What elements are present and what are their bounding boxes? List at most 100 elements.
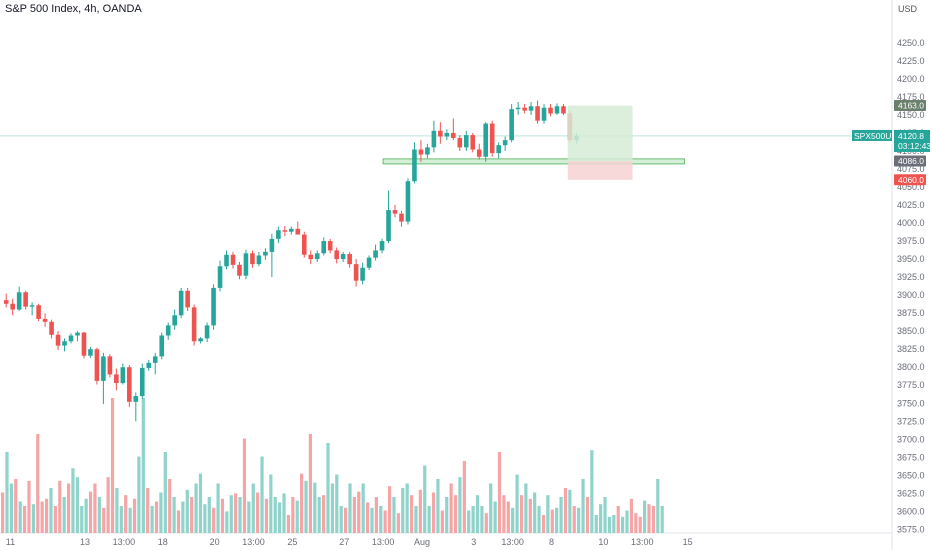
candle-body[interactable]: [133, 396, 139, 402]
volume-bar: [449, 483, 453, 533]
candle-body[interactable]: [360, 267, 365, 281]
volume-bar: [577, 507, 581, 533]
candle-body[interactable]: [334, 250, 339, 260]
volume-bar: [269, 474, 273, 533]
candle-body[interactable]: [321, 241, 327, 254]
candle-body[interactable]: [204, 325, 210, 339]
candle-body[interactable]: [379, 241, 385, 251]
candle-body[interactable]: [314, 253, 320, 260]
candle-body[interactable]: [483, 123, 489, 157]
candle-body[interactable]: [463, 135, 469, 148]
candle-body[interactable]: [353, 264, 359, 281]
candle-body[interactable]: [217, 266, 223, 288]
candle-body[interactable]: [276, 230, 281, 239]
volume-bar: [286, 515, 291, 533]
candle-body[interactable]: [308, 254, 314, 260]
candle-body[interactable]: [502, 140, 508, 146]
candle-body[interactable]: [489, 123, 495, 154]
candle-body[interactable]: [561, 106, 566, 114]
candle-body[interactable]: [16, 292, 22, 310]
candle-body[interactable]: [425, 147, 430, 155]
candle-body[interactable]: [23, 292, 28, 307]
candle-body[interactable]: [250, 253, 255, 265]
candle-body[interactable]: [107, 356, 113, 375]
candle-body[interactable]: [10, 303, 15, 310]
candle-body[interactable]: [509, 109, 514, 141]
volume-bar: [383, 510, 387, 533]
candle-body[interactable]: [62, 341, 67, 346]
candle-body[interactable]: [399, 213, 404, 222]
candle-body[interactable]: [191, 307, 197, 342]
candle-body[interactable]: [496, 145, 501, 154]
candle-body[interactable]: [263, 251, 268, 256]
candle-body[interactable]: [172, 315, 177, 326]
candle-body[interactable]: [178, 290, 184, 316]
candle-body[interactable]: [152, 356, 158, 363]
candle-body[interactable]: [554, 106, 560, 114]
candle-body[interactable]: [114, 374, 119, 384]
candle-body[interactable]: [386, 210, 391, 242]
candle-body[interactable]: [224, 254, 229, 267]
volume-bar: [260, 456, 264, 533]
candle-body[interactable]: [535, 106, 540, 121]
candle-body[interactable]: [418, 149, 424, 155]
candle-body[interactable]: [431, 130, 437, 148]
volume-bar: [590, 450, 594, 533]
candle-body[interactable]: [327, 241, 333, 251]
candle-body[interactable]: [29, 305, 35, 307]
candle-body[interactable]: [55, 334, 61, 346]
candle-body[interactable]: [444, 132, 450, 137]
candle-body[interactable]: [301, 234, 307, 255]
candle-body[interactable]: [68, 335, 74, 342]
volume-bar: [97, 497, 101, 533]
candle-body[interactable]: [295, 228, 301, 235]
candle-body[interactable]: [101, 356, 106, 381]
candle-body[interactable]: [159, 335, 165, 357]
candle-body[interactable]: [75, 332, 80, 336]
candle-body[interactable]: [405, 181, 411, 222]
candle-body[interactable]: [289, 228, 294, 232]
candle-body[interactable]: [185, 290, 190, 308]
candle-body[interactable]: [548, 107, 553, 114]
candle-body[interactable]: [522, 107, 527, 111]
candle-body[interactable]: [139, 367, 145, 397]
candle-body[interactable]: [211, 287, 216, 326]
candle-body[interactable]: [36, 305, 41, 319]
candle-body[interactable]: [146, 362, 152, 368]
candle-body[interactable]: [438, 130, 443, 137]
profit-target-zone[interactable]: [567, 105, 633, 162]
candle-body[interactable]: [94, 349, 100, 381]
candle-body[interactable]: [392, 210, 398, 214]
candle-body[interactable]: [373, 250, 378, 258]
candle-body[interactable]: [282, 230, 288, 232]
candle-body[interactable]: [476, 149, 482, 157]
candle-body[interactable]: [120, 367, 126, 384]
candle-body[interactable]: [457, 137, 463, 148]
candle-body[interactable]: [451, 132, 456, 138]
candle-body[interactable]: [49, 321, 54, 335]
volume-bar: [423, 465, 427, 533]
candle-body[interactable]: [42, 318, 48, 322]
candle-body[interactable]: [237, 264, 242, 276]
candle-body[interactable]: [165, 325, 171, 336]
candle-body[interactable]: [528, 106, 534, 111]
candle-body[interactable]: [412, 149, 417, 182]
candle-body[interactable]: [470, 135, 476, 150]
candle-body[interactable]: [269, 238, 275, 252]
candle-body[interactable]: [243, 253, 249, 276]
candle-body[interactable]: [198, 338, 203, 342]
stop-loss-zone[interactable]: [567, 161, 633, 180]
candle-body[interactable]: [340, 254, 346, 260]
candle-body[interactable]: [366, 257, 372, 268]
candle-body[interactable]: [541, 107, 547, 121]
candle-body[interactable]: [127, 367, 132, 402]
candle-body[interactable]: [81, 332, 87, 356]
candle-body[interactable]: [230, 254, 236, 265]
volume-bar: [212, 507, 216, 533]
candle-body[interactable]: [3, 300, 9, 304]
candle-body[interactable]: [256, 255, 262, 265]
candle-body[interactable]: [515, 107, 521, 110]
candle-body[interactable]: [88, 349, 93, 356]
candle-body[interactable]: [347, 254, 352, 265]
